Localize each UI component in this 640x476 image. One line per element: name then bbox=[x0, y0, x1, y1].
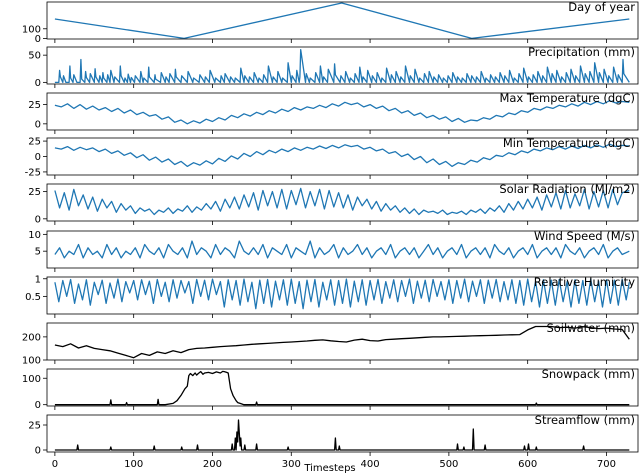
y-tick-label: 100 bbox=[22, 24, 41, 35]
y-tick-label: 25 bbox=[28, 187, 41, 198]
series-line-wind-speed-m-s bbox=[54, 240, 630, 259]
y-tick-label: 0 bbox=[35, 78, 41, 89]
panel-frame bbox=[46, 183, 639, 222]
x-tick-label: 500 bbox=[439, 459, 458, 470]
panel-label: Wind Speed (M/s) bbox=[534, 229, 635, 243]
panel-label: Max Temperature (dgC) bbox=[499, 91, 635, 105]
y-tick-label: 200 bbox=[22, 332, 41, 343]
y-tick-label: 50 bbox=[28, 51, 41, 62]
panel-label: Relative Humicity bbox=[534, 275, 635, 289]
x-tick-label: 700 bbox=[597, 459, 616, 470]
y-tick-label: 25 bbox=[28, 137, 41, 148]
x-axis-label: Timesteps bbox=[303, 463, 355, 474]
y-tick-label: 0 bbox=[35, 214, 41, 225]
y-tick-label: 0 bbox=[35, 152, 41, 163]
panel-label: Soilwater (mm) bbox=[546, 321, 635, 335]
y-tick-label: 0.5 bbox=[25, 292, 41, 303]
y-tick-label: 10 bbox=[28, 230, 41, 241]
x-tick-label: 100 bbox=[124, 459, 143, 470]
panel-label: Min Temperature (dgC) bbox=[503, 136, 635, 150]
panel-frame bbox=[46, 276, 639, 315]
series-line-streamflow-mm bbox=[54, 419, 630, 451]
series-line-solar-radiation-mj-m2 bbox=[54, 187, 630, 216]
y-tick-label: 0 bbox=[35, 34, 41, 45]
panel-snowpack-mm: 0 100 Snowpack (mm) bbox=[22, 367, 639, 411]
y-tick-label: 1 bbox=[35, 274, 41, 285]
panel-label: Precipitation (mm) bbox=[528, 45, 635, 59]
y-tick-label: 100 bbox=[22, 374, 41, 385]
series-line-snowpack-mm bbox=[54, 370, 630, 406]
panel-frame bbox=[46, 1, 639, 40]
panel-label: Snowpack (mm) bbox=[542, 367, 635, 381]
y-tick-label: 0 bbox=[35, 446, 41, 457]
series-line-day-of-year bbox=[54, 2, 630, 40]
x-tick-label: 0 bbox=[52, 459, 58, 470]
series-line-relative-humicity bbox=[54, 278, 630, 310]
y-tick-label: 0 bbox=[35, 400, 41, 411]
x-tick-label: 300 bbox=[282, 459, 301, 470]
panel-solar-radiation-mj-m2: 0 25 Solar Radiation (MJ/m2) bbox=[28, 182, 639, 225]
panel-precipitation-mm: 0 50 Precipitation (mm) bbox=[28, 45, 639, 89]
series-line-precipitation-mm bbox=[54, 49, 630, 84]
panel-max-temperature-dgc: 0 25 Max Temperature (dgC) bbox=[28, 91, 639, 134]
x-axis: 0 100 200 300 400 500 600 700 bbox=[52, 459, 616, 470]
x-tick-label: 400 bbox=[361, 459, 380, 470]
series-line-max-temperature-dgc bbox=[54, 100, 630, 125]
panel-label: Day of year bbox=[568, 0, 635, 14]
y-tick-label: 0 bbox=[35, 119, 41, 130]
series-line-min-temperature-dgc bbox=[54, 143, 630, 168]
y-tick-label: 5 bbox=[35, 247, 41, 258]
panel-frame bbox=[46, 230, 639, 269]
y-tick-label: 100 bbox=[22, 356, 41, 367]
panel-frame bbox=[46, 368, 639, 407]
panel-label: Streamflow (mm) bbox=[535, 413, 635, 427]
panel-min-temperature-dgc: -25 0 25 Min Temperature (dgC) bbox=[25, 136, 639, 179]
x-tick-label: 200 bbox=[203, 459, 222, 470]
panel-frame bbox=[46, 46, 639, 85]
panel-frame bbox=[46, 322, 639, 361]
y-tick-label: 25 bbox=[28, 100, 41, 111]
panel-frame bbox=[46, 92, 639, 131]
panel-relative-humicity: 0.5 1 Relative Humicity bbox=[25, 274, 639, 318]
x-tick-label: 600 bbox=[518, 459, 537, 470]
panel-wind-speed-m-s: 5 10 Wind Speed (M/s) bbox=[28, 229, 639, 272]
panel-streamflow-mm: 0 25 Streamflow (mm) bbox=[28, 413, 639, 457]
panel-label: Solar Radiation (MJ/m2) bbox=[499, 182, 635, 196]
panel-frame bbox=[46, 414, 639, 453]
series-line-soilwater-mm bbox=[54, 325, 630, 359]
y-tick-label: -25 bbox=[25, 167, 41, 178]
panel-soilwater-mm: 100 200 Soilwater (mm) bbox=[22, 321, 639, 367]
y-tick-label: 25 bbox=[28, 421, 41, 432]
